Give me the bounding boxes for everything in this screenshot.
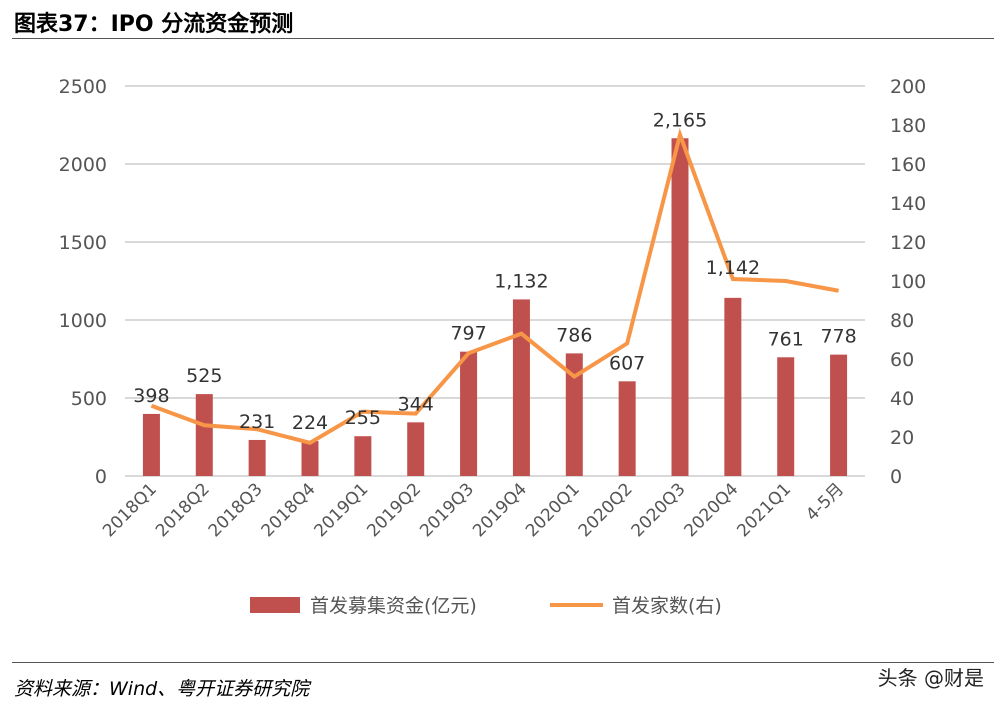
- category-label: 2020Q2: [575, 479, 637, 541]
- data-label: 344: [398, 393, 434, 415]
- bar: [565, 353, 583, 476]
- right-tick-label: 40: [890, 388, 914, 410]
- right-tick-label: 140: [890, 193, 926, 215]
- data-label: 231: [239, 411, 275, 433]
- data-label: 1,142: [706, 257, 760, 279]
- category-label: 2020Q4: [681, 479, 743, 541]
- left-tick-label: 1500: [59, 232, 107, 254]
- right-tick-label: 60: [890, 349, 914, 371]
- top-divider: [12, 38, 994, 39]
- right-tick-label: 0: [890, 466, 902, 488]
- data-label: 224: [292, 412, 328, 434]
- bar: [724, 297, 742, 476]
- bar: [248, 439, 266, 476]
- bar: [195, 394, 213, 476]
- legend-bar-swatch: [250, 597, 300, 613]
- bar: [142, 413, 160, 476]
- bar: [618, 381, 636, 476]
- data-label: 761: [768, 328, 804, 350]
- data-label: 786: [556, 324, 592, 346]
- data-label: 1,132: [494, 270, 548, 292]
- category-label: 2020Q1: [522, 479, 584, 541]
- data-label: 398: [133, 385, 169, 407]
- figure-title: 图表37：IPO 分流资金预测: [14, 12, 294, 37]
- legend-line-label: 首发家数(右): [612, 595, 722, 617]
- category-label: 2018Q3: [205, 479, 267, 541]
- category-label: 2021Q1: [733, 479, 795, 541]
- category-label: 2018Q2: [152, 479, 214, 541]
- right-tick-label: 160: [890, 154, 926, 176]
- watermark: 头条 @财是: [877, 666, 984, 690]
- category-label: 2018Q4: [258, 479, 320, 541]
- source-note: 资料来源：Wind、粤开证券研究院: [14, 678, 310, 700]
- right-tick-label: 200: [890, 76, 926, 98]
- bar: [671, 138, 689, 476]
- right-tick-label: 120: [890, 232, 926, 254]
- right-tick-label: 180: [890, 115, 926, 137]
- left-tick-label: 0: [95, 466, 107, 488]
- data-label: 607: [609, 352, 645, 374]
- right-tick-label: 20: [890, 427, 914, 449]
- left-tick-label: 1000: [59, 310, 107, 332]
- bar: [830, 354, 848, 476]
- category-label: 4-5月: [802, 479, 848, 525]
- line-series: [150, 127, 839, 445]
- data-label: 255: [345, 407, 381, 429]
- data-label: 525: [186, 365, 222, 387]
- category-label: 2019Q4: [469, 479, 531, 541]
- category-label: 2018Q1: [99, 479, 161, 541]
- right-tick-label: 100: [890, 271, 926, 293]
- category-label: 2020Q3: [628, 479, 690, 541]
- left-tick-label: 2500: [59, 76, 107, 98]
- right-tick-label: 80: [890, 310, 914, 332]
- category-label: 2019Q3: [416, 479, 478, 541]
- bottom-divider: [12, 662, 994, 663]
- bar: [354, 436, 372, 476]
- left-tick-label: 500: [71, 388, 107, 410]
- left-tick-label: 2000: [59, 154, 107, 176]
- bar: [460, 351, 478, 476]
- bar: [301, 441, 319, 476]
- data-label: 778: [820, 326, 856, 348]
- data-label: 2,165: [653, 109, 707, 131]
- data-label: 797: [450, 323, 486, 345]
- legend-bar-label: 首发募集资金(亿元): [310, 595, 477, 617]
- category-label: 2019Q1: [311, 479, 373, 541]
- bar: [512, 299, 530, 476]
- bar: [777, 357, 795, 476]
- category-label: 2019Q2: [363, 479, 425, 541]
- bar: [407, 422, 425, 476]
